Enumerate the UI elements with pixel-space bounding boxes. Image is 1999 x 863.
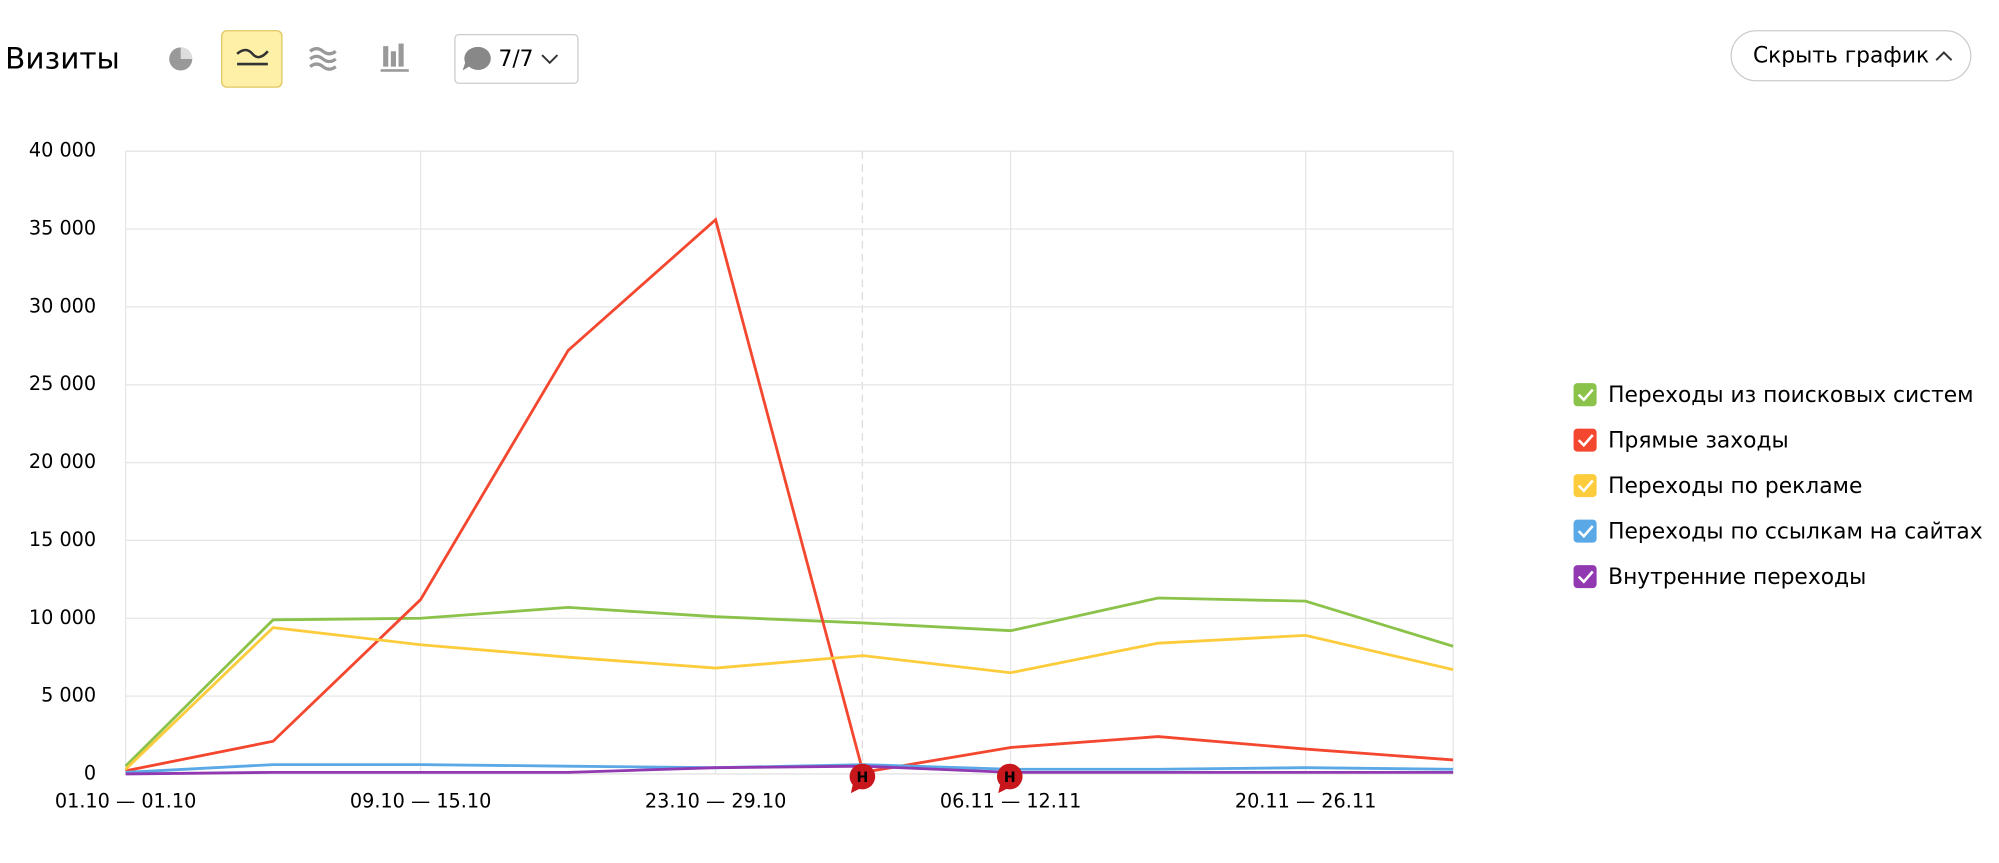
y-tick-label: 15 000 (29, 528, 96, 551)
legend-check (1577, 388, 1594, 402)
legend-check (1577, 570, 1594, 584)
legend-item[interactable]: Переходы по рекламе (1573, 474, 1863, 499)
y-tick-label: 25 000 (29, 372, 96, 395)
area-view-button[interactable] (309, 47, 337, 71)
hide-chart-label: Скрыть график (1753, 43, 1929, 68)
plot-frame (124, 150, 1454, 775)
comments-count: 7/7 (498, 47, 533, 72)
line-view-button[interactable] (221, 30, 283, 88)
x-tick-label: 20.11 — 26.11 (1235, 790, 1376, 813)
annotation-marker[interactable]: Н (849, 763, 876, 794)
annotation-label: Н (856, 770, 868, 786)
legend-label: Переходы из поисковых систем (1608, 383, 1973, 408)
annotation-label: Н (1004, 770, 1016, 786)
legend-checkbox (1573, 428, 1597, 452)
x-tick-label: 01.10 — 01.10 (55, 790, 196, 813)
x-tick-label: 23.10 — 29.10 (645, 790, 786, 813)
legend-check (1577, 525, 1594, 539)
x-tick-label: 09.10 — 15.10 (350, 790, 491, 813)
legend-item[interactable]: Переходы по ссылкам на сайтах (1573, 519, 1983, 544)
x-tick-label: 06.11 — 12.11 (940, 790, 1081, 813)
y-tick-label: 40 000 (29, 139, 96, 162)
legend-item[interactable]: Переходы из поисковых систем (1573, 383, 1974, 408)
y-tick-label: 0 (84, 761, 96, 784)
report-title: Визиты (5, 42, 120, 76)
series-line (125, 217, 1454, 774)
annotation-badge (996, 763, 1023, 790)
y-tick-label: 10 000 (29, 606, 96, 629)
y-tick-label: 5 000 (41, 684, 96, 707)
legend-label: Переходы по ссылкам на сайтах (1608, 519, 1983, 544)
legend-item[interactable]: Внутренние переходы (1573, 565, 1867, 590)
pie-view-button[interactable] (169, 47, 193, 71)
hide-chart-button[interactable]: Скрыть график (1730, 30, 1972, 82)
annotation-badge (849, 763, 876, 790)
series-line (125, 764, 1454, 776)
series-line (124, 596, 1454, 768)
legend-item[interactable]: Прямые заходы (1573, 428, 1789, 453)
legend-checkbox (1573, 383, 1597, 407)
comments-button[interactable]: 7/7 (454, 33, 579, 84)
column-view-button[interactable] (380, 43, 409, 72)
series-line (124, 626, 1454, 771)
annotation-marker[interactable]: Н (996, 763, 1023, 794)
y-tick-label: 20 000 (29, 450, 96, 473)
legend-checkbox (1573, 519, 1597, 543)
legend-label: Переходы по рекламе (1608, 474, 1862, 499)
legend-checkbox (1573, 474, 1597, 498)
y-tick-label: 35 000 (29, 217, 96, 240)
legend-check (1577, 434, 1594, 448)
legend-check (1577, 479, 1594, 493)
legend-label: Внутренние переходы (1608, 565, 1866, 590)
legend-label: Прямые заходы (1608, 428, 1789, 453)
legend-checkbox (1573, 565, 1597, 589)
y-tick-label: 30 000 (29, 294, 96, 317)
